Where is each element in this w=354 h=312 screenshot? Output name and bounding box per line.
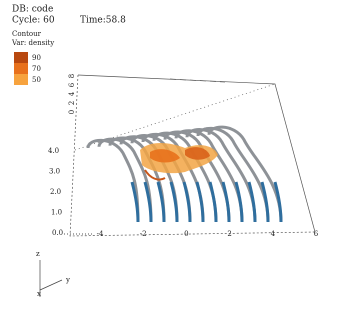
legend-label: 90 xyxy=(32,54,41,62)
bounding-box xyxy=(69,74,316,237)
triad: z y x xyxy=(36,250,70,298)
legend-title: Contour xyxy=(12,30,42,38)
x-tick-label: -2 xyxy=(140,230,147,238)
legend-label: 50 xyxy=(32,76,41,84)
streamlines xyxy=(86,125,283,223)
axis-labels: -4 -2 0 2 4 6 4.0 3.0 2.0 1.0 0.0 0 2 4 6 8 xyxy=(48,74,319,238)
legend-swatch xyxy=(14,52,28,63)
streamline-lower xyxy=(169,181,179,223)
legend: 90 70 50 xyxy=(14,52,41,85)
legend-label: 70 xyxy=(32,65,41,73)
time-label: Time:58.8 xyxy=(80,16,126,26)
y-tick-label: 3.0 xyxy=(49,168,60,176)
legend-swatch xyxy=(14,74,28,85)
streamline xyxy=(174,129,244,223)
legend-swatch xyxy=(14,63,28,74)
x-tick-label: 0 xyxy=(184,230,188,238)
z-tick-label: 0 xyxy=(68,110,76,114)
database-label: DB: code xyxy=(12,5,53,15)
z-tick-label: 2 xyxy=(68,101,76,105)
streamline-lower xyxy=(156,181,166,223)
streamline xyxy=(196,126,270,223)
streamline-lower xyxy=(208,181,218,223)
streamline-lower xyxy=(221,181,231,223)
triad-x: x xyxy=(37,290,41,298)
triad-z: z xyxy=(36,250,40,258)
y-tick-label: 2.0 xyxy=(50,188,61,196)
streamline-lower xyxy=(130,181,140,223)
streamline-lower xyxy=(234,181,244,223)
streamline-lower xyxy=(247,181,257,223)
x-tick-label: 2 xyxy=(227,230,231,238)
y-tick-label: 1.0 xyxy=(51,209,62,217)
triad-y: y xyxy=(65,276,70,284)
y-tick-label: 4.0 xyxy=(48,147,59,155)
y-tick-label: 0.0 xyxy=(52,229,63,237)
x-tick-label: 4 xyxy=(271,230,276,238)
legend-variable: Var: density xyxy=(11,39,54,47)
x-tick-label: -4 xyxy=(97,230,104,238)
contour-surfaces xyxy=(140,143,218,181)
streamline xyxy=(86,138,140,223)
z-tick-label: 6 xyxy=(68,82,76,87)
z-tick-label: 4 xyxy=(68,91,76,96)
x-tick-label: 6 xyxy=(314,230,319,238)
streamline-lower xyxy=(273,181,283,223)
streamline-lower xyxy=(260,181,270,223)
streamline-lower xyxy=(182,181,192,223)
streamline-lower xyxy=(195,181,205,223)
cycle-label: Cycle: 60 xyxy=(12,16,55,26)
z-tick-label: 8 xyxy=(68,74,76,78)
streamline xyxy=(207,125,283,223)
streamline-lower xyxy=(143,181,153,223)
